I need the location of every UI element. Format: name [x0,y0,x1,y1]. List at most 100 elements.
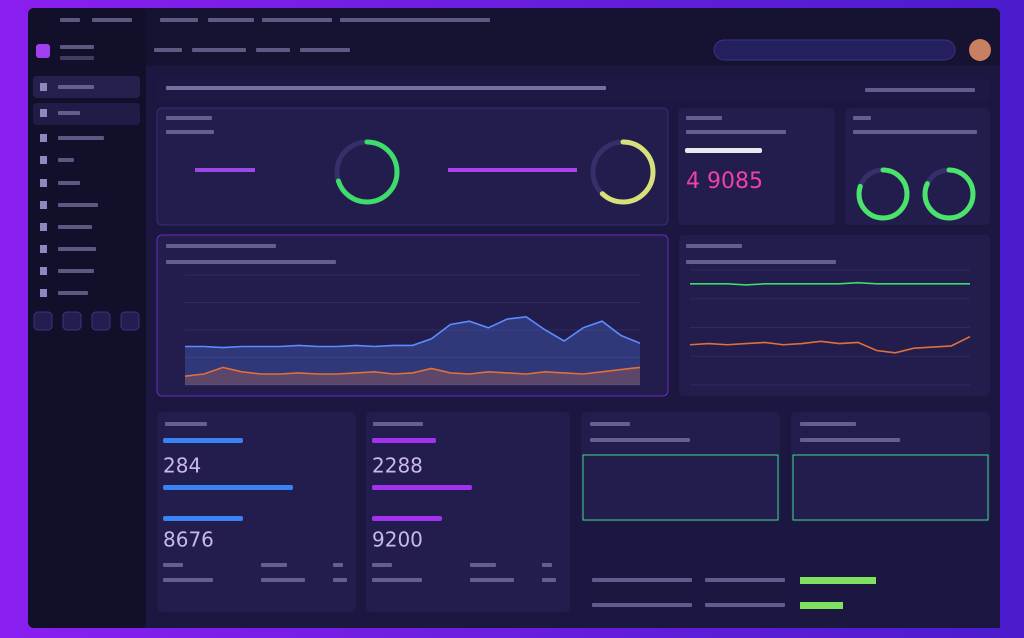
list-bar [800,602,843,609]
placeholder-text [58,269,94,273]
line [184,366,641,377]
placeholder-text [58,247,96,251]
sidebar [28,8,146,628]
placeholder-text [58,111,80,115]
chart-panel [679,235,990,396]
placeholder-text [686,130,786,134]
line [690,281,970,286]
progress-bar [372,516,442,521]
progress-bar [163,516,243,521]
placeholder-text [470,563,496,567]
placeholder-text [166,130,214,134]
placeholder-text [166,116,212,120]
card-value: 284 [163,454,201,478]
placeholder-text [166,86,606,90]
card-value: 2288 [372,454,423,478]
tool-icon [62,311,82,331]
progress-bar [372,438,436,443]
gauge-arc [922,167,976,221]
bar [685,148,762,153]
nav-icon [40,83,47,91]
line [185,315,641,349]
frame [792,454,989,521]
placeholder-text [154,48,182,52]
nav-icon [40,245,47,253]
panel [678,108,835,225]
nav-icon [40,156,47,164]
list-bar [800,577,876,584]
gauge-arc [334,139,400,205]
nav-icon [40,109,47,117]
placeholder-text [372,563,392,567]
placeholder-text [208,18,254,22]
placeholder-text [853,130,977,134]
placeholder-text [58,85,94,89]
card-value: 8676 [163,528,214,552]
nav-icon [40,201,47,209]
tool-icon [120,311,140,331]
placeholder-text [163,563,183,567]
placeholder-text [372,578,422,582]
placeholder-text [163,578,213,582]
placeholder-text [705,603,785,607]
search-box[interactable] [713,39,956,61]
placeholder-text [800,422,856,426]
placeholder-text [262,18,332,22]
placeholder-text [166,244,276,248]
progress-bar [372,485,472,490]
placeholder-text [686,260,836,264]
placeholder-text [60,18,80,22]
bar [195,168,255,172]
placeholder-text [192,48,246,52]
placeholder-text [160,18,198,22]
nav-icon [40,179,47,187]
placeholder-text [166,260,336,264]
nav-icon [40,267,47,275]
placeholder-text [165,422,207,426]
placeholder-text [300,48,350,52]
area [185,367,640,385]
placeholder-text [58,225,92,229]
card [791,412,990,522]
placeholder-text [686,244,742,248]
gauge-arc [856,167,910,221]
placeholder-text [470,578,514,582]
panel [845,108,990,225]
placeholder-text [92,18,132,22]
nav-icon [40,223,47,231]
placeholder-text [58,136,104,140]
logo [36,44,50,58]
placeholder-text [853,116,871,120]
progress-bar [163,485,293,490]
placeholder-text [592,578,692,582]
card-value: 9200 [372,528,423,552]
avatar[interactable] [969,39,991,61]
headline: 4 9085 [686,169,763,194]
placeholder-text [590,422,630,426]
panel [156,107,669,226]
card [157,412,356,612]
placeholder-text [58,203,98,207]
placeholder-text [58,181,80,185]
placeholder-text [261,563,287,567]
line [689,335,971,354]
tool-icon [91,311,111,331]
progress-bar [163,438,243,443]
placeholder-text [865,88,975,92]
gauge-arc [590,139,656,205]
placeholder-text [686,116,722,120]
placeholder-text [590,438,690,442]
placeholder-text [58,158,74,162]
area [185,316,640,385]
placeholder-text [800,438,900,442]
placeholder-text [592,603,692,607]
frame [582,454,779,521]
placeholder-text [58,291,88,295]
placeholder-text [333,578,347,582]
nav-active [33,103,140,125]
tool-icon [33,311,53,331]
placeholder-text [60,56,94,60]
placeholder-text [261,578,305,582]
card [581,412,780,522]
